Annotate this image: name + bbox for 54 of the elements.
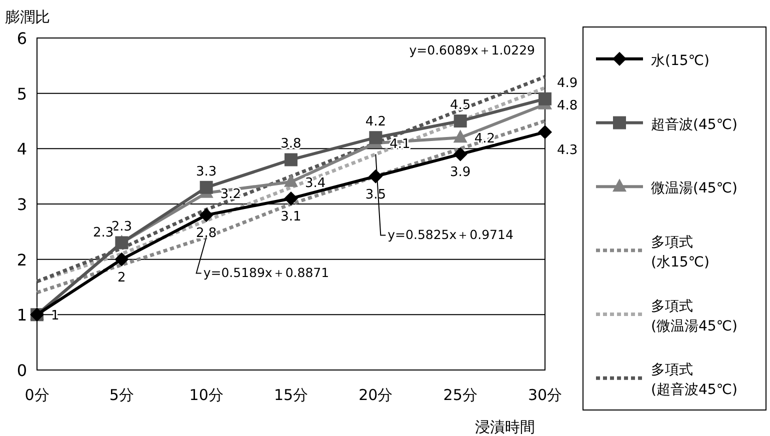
x-tick-label: 15分: [274, 386, 308, 404]
y-tick-label: 3: [16, 195, 27, 214]
y-tick-label: 2: [16, 250, 27, 270]
x-tick-label: 10分: [189, 386, 224, 404]
point: [454, 114, 467, 128]
annotation: y=0.6089x＋1.0229: [409, 42, 536, 58]
x-tick-label: 5分: [109, 386, 134, 404]
data-label: 2.8: [196, 226, 217, 242]
data-label: 4.8: [557, 98, 578, 114]
x-tick-label: 0分: [24, 386, 50, 404]
legend-label: 微温湯(45℃): [651, 180, 738, 197]
data-label: 4.3: [557, 143, 578, 158]
y-axis-title: 膨潤比: [5, 8, 50, 26]
data-label: 2.3: [92, 226, 114, 241]
point: [284, 174, 298, 187]
legend-label: 多項式 (水15℃): [651, 234, 710, 270]
data-label: 3.2: [220, 186, 242, 202]
point: [369, 131, 382, 144]
annotation: y=0.5189x＋0.8871: [203, 265, 330, 280]
data-label: 3.4: [305, 176, 326, 191]
point: [284, 153, 298, 166]
y-tick-label: 0: [16, 361, 27, 380]
y-tick-label: 1: [16, 306, 27, 325]
data-label: 2.3: [111, 220, 132, 235]
legend-label: 多項式 (微温湯45℃): [651, 298, 738, 334]
point: [453, 147, 468, 162]
point: [199, 208, 214, 222]
point: [114, 252, 129, 266]
x-tick-label: 30分: [528, 386, 562, 404]
y-tick-label: 4: [16, 140, 27, 159]
data-label: 4.1: [390, 137, 410, 152]
x-axis-title: 浸漬時間: [475, 418, 535, 436]
point: [453, 130, 468, 143]
data-label: 3.1: [280, 209, 302, 224]
data-label: 2: [118, 270, 126, 286]
annotation: y=0.5825x＋0.9714: [388, 227, 514, 242]
data-label: 4.2: [474, 132, 496, 147]
data-label: 3.8: [280, 136, 302, 152]
y-tick-label: 5: [16, 84, 27, 104]
y-tick-label: 6: [16, 29, 27, 48]
data-label: 4.9: [557, 76, 578, 91]
point: [200, 180, 213, 194]
data-label: 3.3: [196, 164, 217, 180]
legend-label: 多項式 (超音波45℃): [651, 362, 738, 398]
x-tick-label: 25分: [443, 386, 478, 404]
legend-label: 超音波(45℃): [651, 116, 738, 133]
point: [284, 191, 298, 206]
legend-label: 水(15℃): [651, 52, 710, 69]
data-label: 4.5: [450, 98, 471, 113]
x-tick-label: 20分: [358, 386, 393, 404]
data-label: 3.9: [450, 165, 471, 180]
point: [538, 92, 552, 106]
data-label: 4.2: [365, 114, 386, 130]
point: [538, 125, 552, 140]
